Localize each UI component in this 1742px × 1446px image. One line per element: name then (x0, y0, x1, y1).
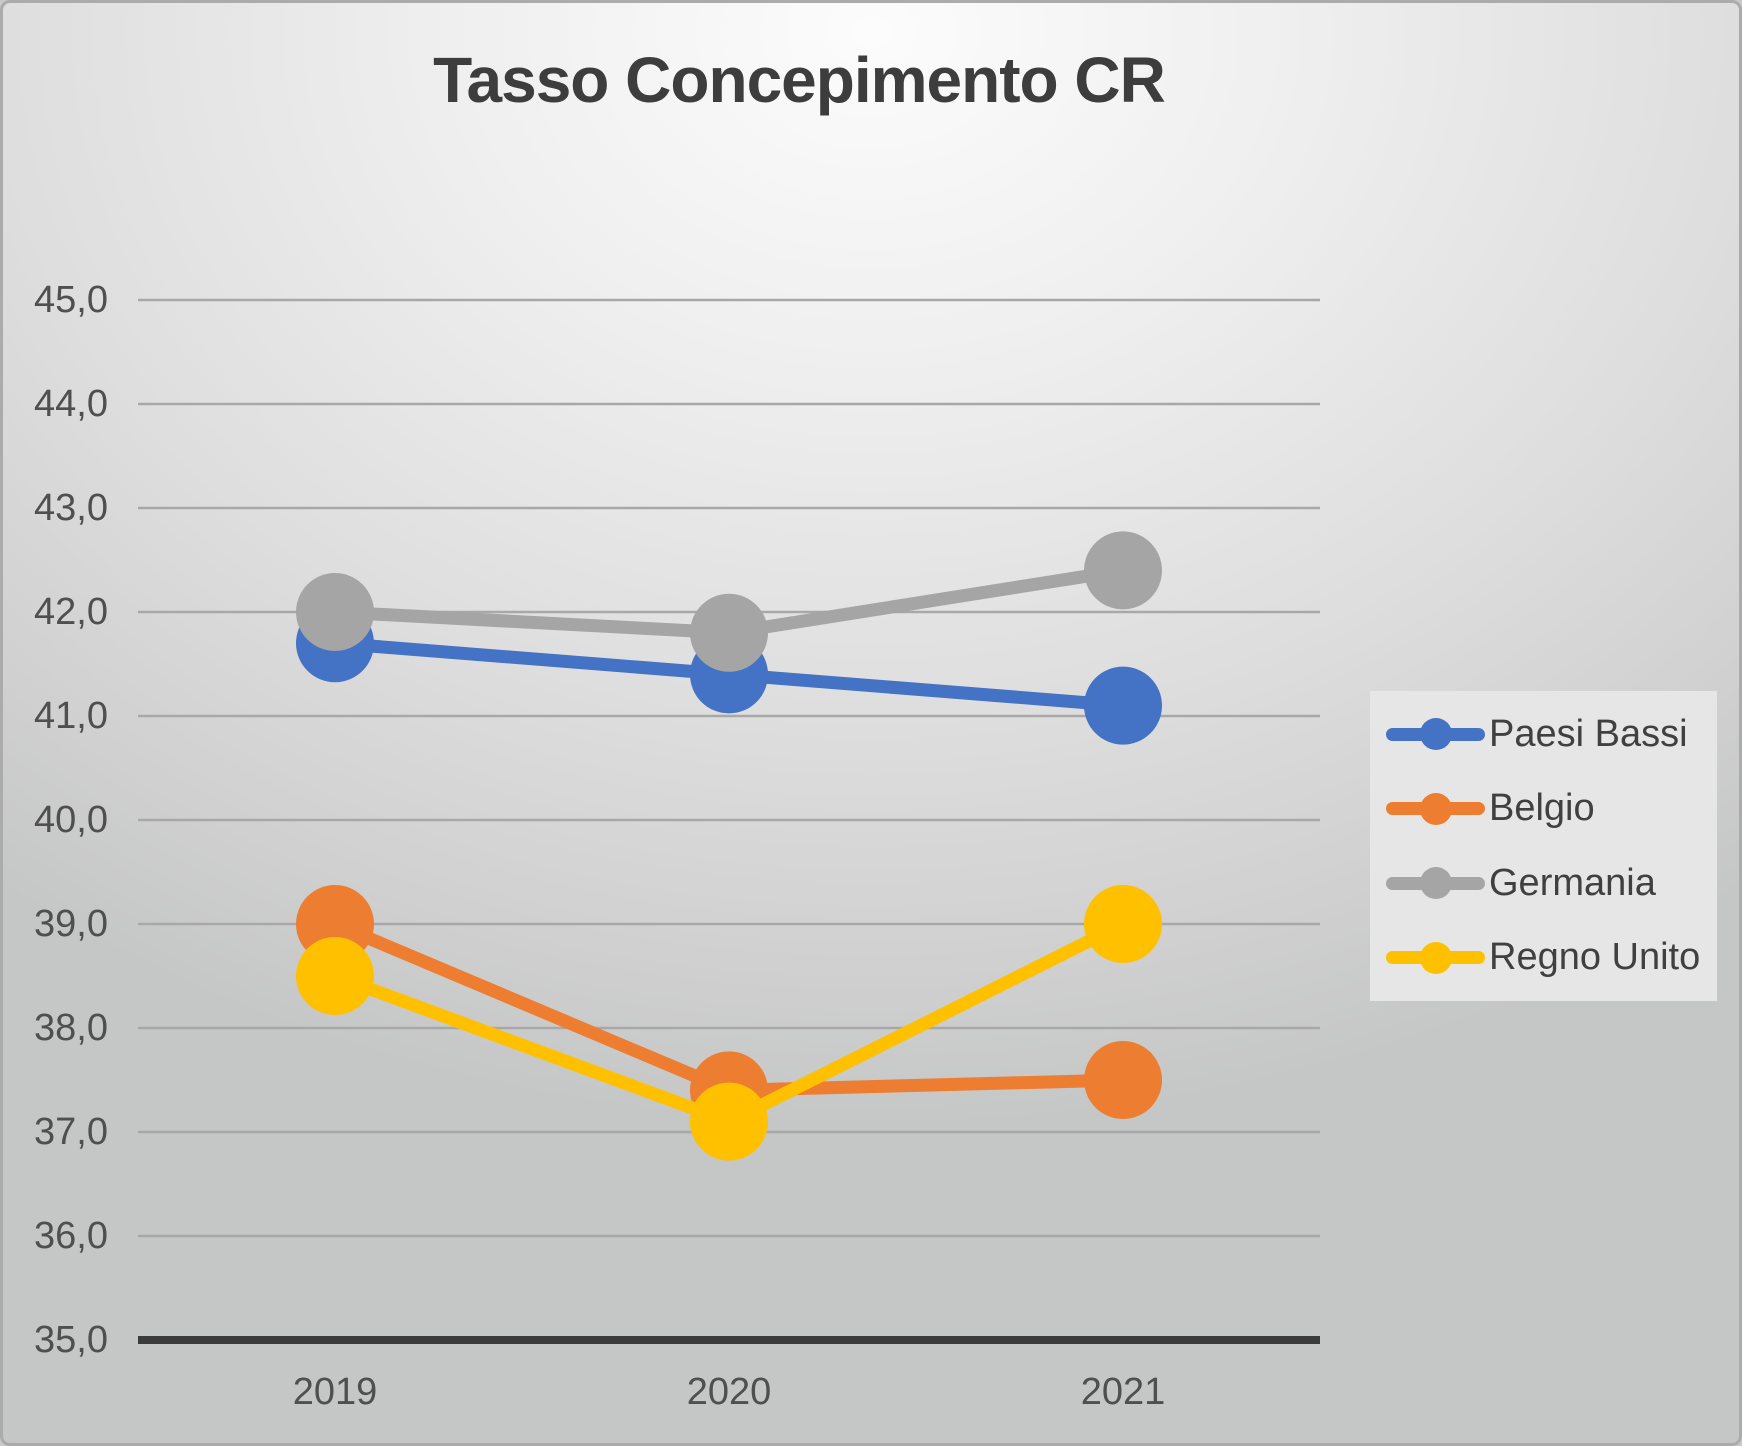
data-point-paesi-bassi-2021[interactable] (1084, 666, 1162, 745)
data-point-germania-2020[interactable] (690, 593, 768, 672)
plot-area (138, 298, 1320, 1344)
y-axis-label: 37,0 (34, 1111, 108, 1153)
x-axis-label: 2020 (686, 1371, 772, 1413)
y-axis-label: 36,0 (34, 1215, 108, 1257)
data-point-regno-unito-2019[interactable] (296, 937, 374, 1015)
legend-label: Germania (1489, 861, 1656, 904)
y-axis-label: 45,0 (34, 279, 108, 321)
legend-marker-icon (1386, 941, 1485, 974)
data-point-regno-unito-2021[interactable] (1084, 885, 1162, 963)
legend-item-paesi-bassi[interactable]: Paesi Bassi (1386, 712, 1717, 755)
legend-item-regno-unito[interactable]: Regno Unito (1386, 936, 1717, 979)
legend-marker-icon (1386, 718, 1485, 751)
legend-marker-icon (1386, 792, 1485, 825)
x-axis-label: 2019 (292, 1371, 378, 1413)
chart-title: Tasso Concepimento CR (433, 44, 1166, 116)
x-axis-label: 2021 (1080, 1371, 1166, 1413)
y-axis-label: 39,0 (34, 903, 108, 945)
y-axis-label: 44,0 (34, 383, 108, 425)
y-axis-label: 35,0 (34, 1319, 108, 1361)
legend-label: Regno Unito (1489, 936, 1701, 979)
data-point-germania-2021[interactable] (1084, 531, 1162, 610)
legend-label: Belgio (1489, 787, 1595, 830)
y-axis-label: 40,0 (34, 799, 108, 841)
y-axis-label: 43,0 (34, 487, 108, 529)
y-axis-label: 41,0 (34, 695, 108, 737)
y-axis-label: 42,0 (34, 591, 108, 633)
data-point-regno-unito-2020[interactable] (690, 1082, 768, 1161)
legend-label: Paesi Bassi (1489, 712, 1688, 755)
legend: Paesi Bassi Belgio Germania Regno Unito (1370, 691, 1717, 1001)
data-point-belgio-2021[interactable] (1084, 1041, 1162, 1119)
data-point-germania-2019[interactable] (296, 573, 374, 651)
legend-marker-icon (1386, 867, 1485, 900)
y-axis-label: 38,0 (34, 1007, 108, 1049)
legend-item-germania[interactable]: Germania (1386, 861, 1717, 904)
legend-item-belgio[interactable]: Belgio (1386, 787, 1717, 830)
